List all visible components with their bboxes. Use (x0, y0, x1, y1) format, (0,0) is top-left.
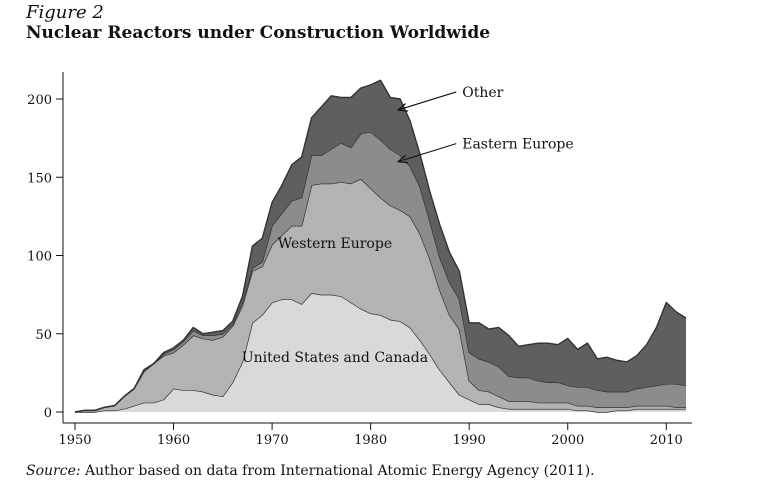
area-series-group (74, 79, 687, 413)
x-tick-label: 1990 (453, 433, 486, 448)
series-label: Western Europe (278, 236, 392, 252)
y-tick-label: 200 (27, 93, 52, 108)
x-tick-label: 1950 (58, 433, 91, 448)
area-outline-other (74, 79, 687, 413)
series-label: United States and Canada (242, 350, 428, 366)
area-other (75, 80, 686, 412)
y-tick-label: 0 (44, 406, 52, 421)
source-prefix: Source: (26, 463, 81, 479)
chart-title: Nuclear Reactors under Construction Worl… (26, 23, 491, 43)
area-eastern-europe (75, 131, 686, 412)
figure-label: Figure 2 (26, 2, 104, 23)
x-tick-label: 2010 (650, 433, 683, 448)
series-label: Other (462, 85, 503, 101)
callout-arrow (398, 91, 457, 110)
x-tick-label: 1970 (256, 433, 289, 448)
area-western-europe (75, 178, 686, 412)
callout-arrow (398, 143, 457, 162)
source-text: Author based on data from International … (80, 463, 595, 479)
series-labels: Other Eastern Europe Western Europe United … (242, 85, 574, 366)
x-tick-label: 1960 (157, 433, 190, 448)
y-tick-label: 150 (27, 171, 52, 186)
area-united-states-and-canada (75, 293, 686, 412)
x-tick-label: 2000 (551, 433, 584, 448)
x-tick-label: 1980 (354, 433, 387, 448)
stacked-area-chart: 0 50 100 150 200 1950 1960 1970 1980 1990 2000 2010… (27, 72, 692, 448)
y-tick-label: 100 (27, 250, 52, 265)
source-note: Source: Author based on data from Intern… (26, 463, 595, 479)
series-label: Eastern Europe (462, 137, 573, 153)
y-tick-label: 50 (35, 328, 52, 343)
axes: 0 50 100 150 200 1950 1960 1970 1980 1990 2000 2010 (27, 72, 692, 448)
